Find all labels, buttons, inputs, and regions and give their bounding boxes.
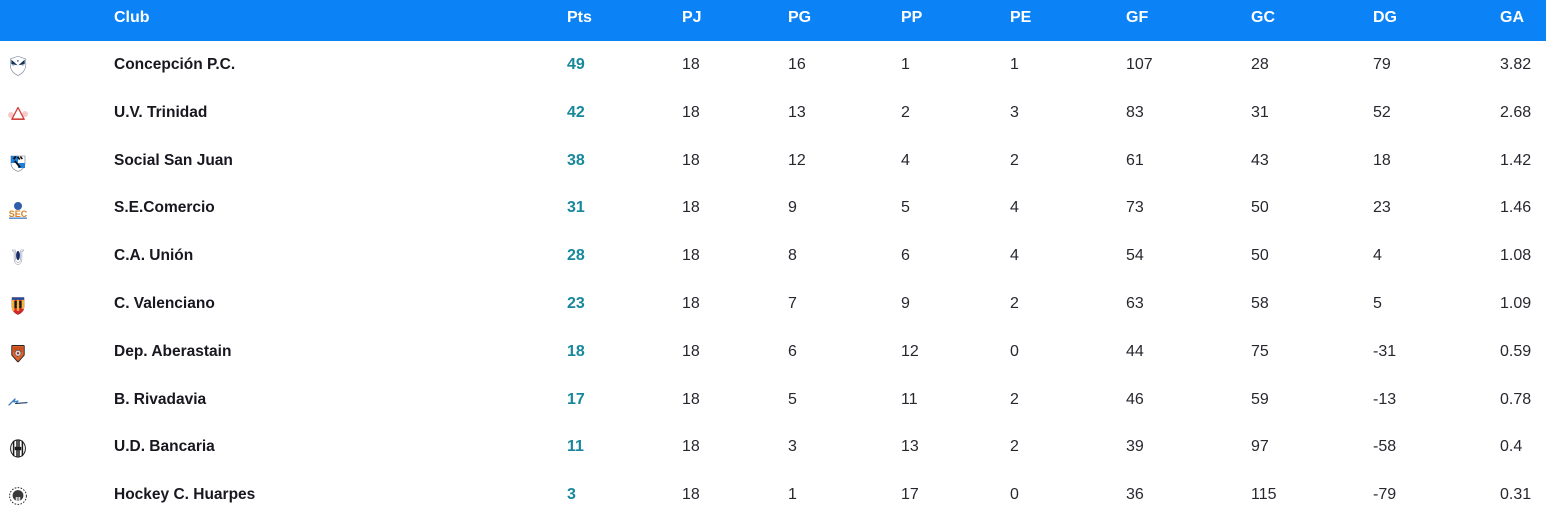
svg-text:P: P [17,59,19,63]
svg-text:C: C [22,62,24,66]
svg-text:C: C [12,62,14,66]
